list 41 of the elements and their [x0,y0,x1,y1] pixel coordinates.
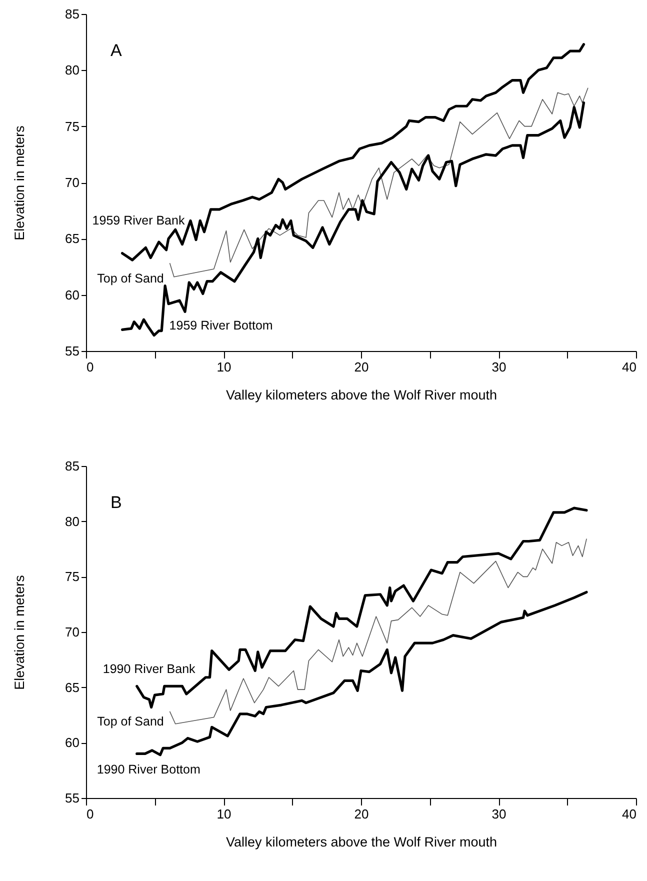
x-tick-label: 0 [86,360,94,374]
x-tick-label: 30 [492,360,506,374]
y-axis-title: Elevation in meters [12,574,28,690]
y-tick-label: 60 [65,287,80,302]
series-label: 1990 River Bank [102,662,196,676]
line-series [136,590,588,756]
series-label: 1959 River Bank [92,213,186,228]
y-tick-label: 70 [65,175,80,190]
x-tick-label: 10 [216,360,232,374]
x-tick-label: 20 [354,360,369,374]
series-label: Top of Sand [97,714,164,729]
y-tick-label: 55 [65,790,80,806]
x-axis-title: Valley kilometers above the Wolf River mouth [226,834,498,850]
x-tick-label: 40 [622,360,636,374]
y-tick-label: 70 [65,624,80,640]
y-tick-label: 60 [65,735,80,750]
line-series [169,538,587,724]
y-tick-label: 65 [65,680,80,695]
x-tick-label: 20 [354,806,369,822]
y-tick-label: 85 [65,6,80,22]
line-series [121,43,586,262]
y-tick-label: 75 [65,569,80,584]
y-tick-label: 85 [65,458,80,474]
text: B [110,493,122,512]
x-axis-title: Valley kilometers above the Wolf River mouth [226,388,498,402]
x-tick-label: 40 [622,806,636,822]
y-tick-label: 65 [65,231,80,246]
line-series [121,101,586,337]
y-tick-label: 55 [65,344,80,358]
series-label: 1990 River Bottom [96,762,200,777]
series-label: 1959 River Bottom [169,318,273,333]
y-tick-label: 75 [65,118,80,134]
text: A [110,41,123,60]
line-series [136,506,588,709]
x-tick-label: 0 [86,806,94,822]
x-tick-label: 30 [492,806,506,822]
y-tick-label: 80 [65,514,80,529]
x-tick-label: 10 [216,806,232,822]
y-axis-title: Elevation in meters [12,125,28,240]
y-tick-label: 80 [65,62,80,78]
series-label: Top of Sand [97,271,164,286]
